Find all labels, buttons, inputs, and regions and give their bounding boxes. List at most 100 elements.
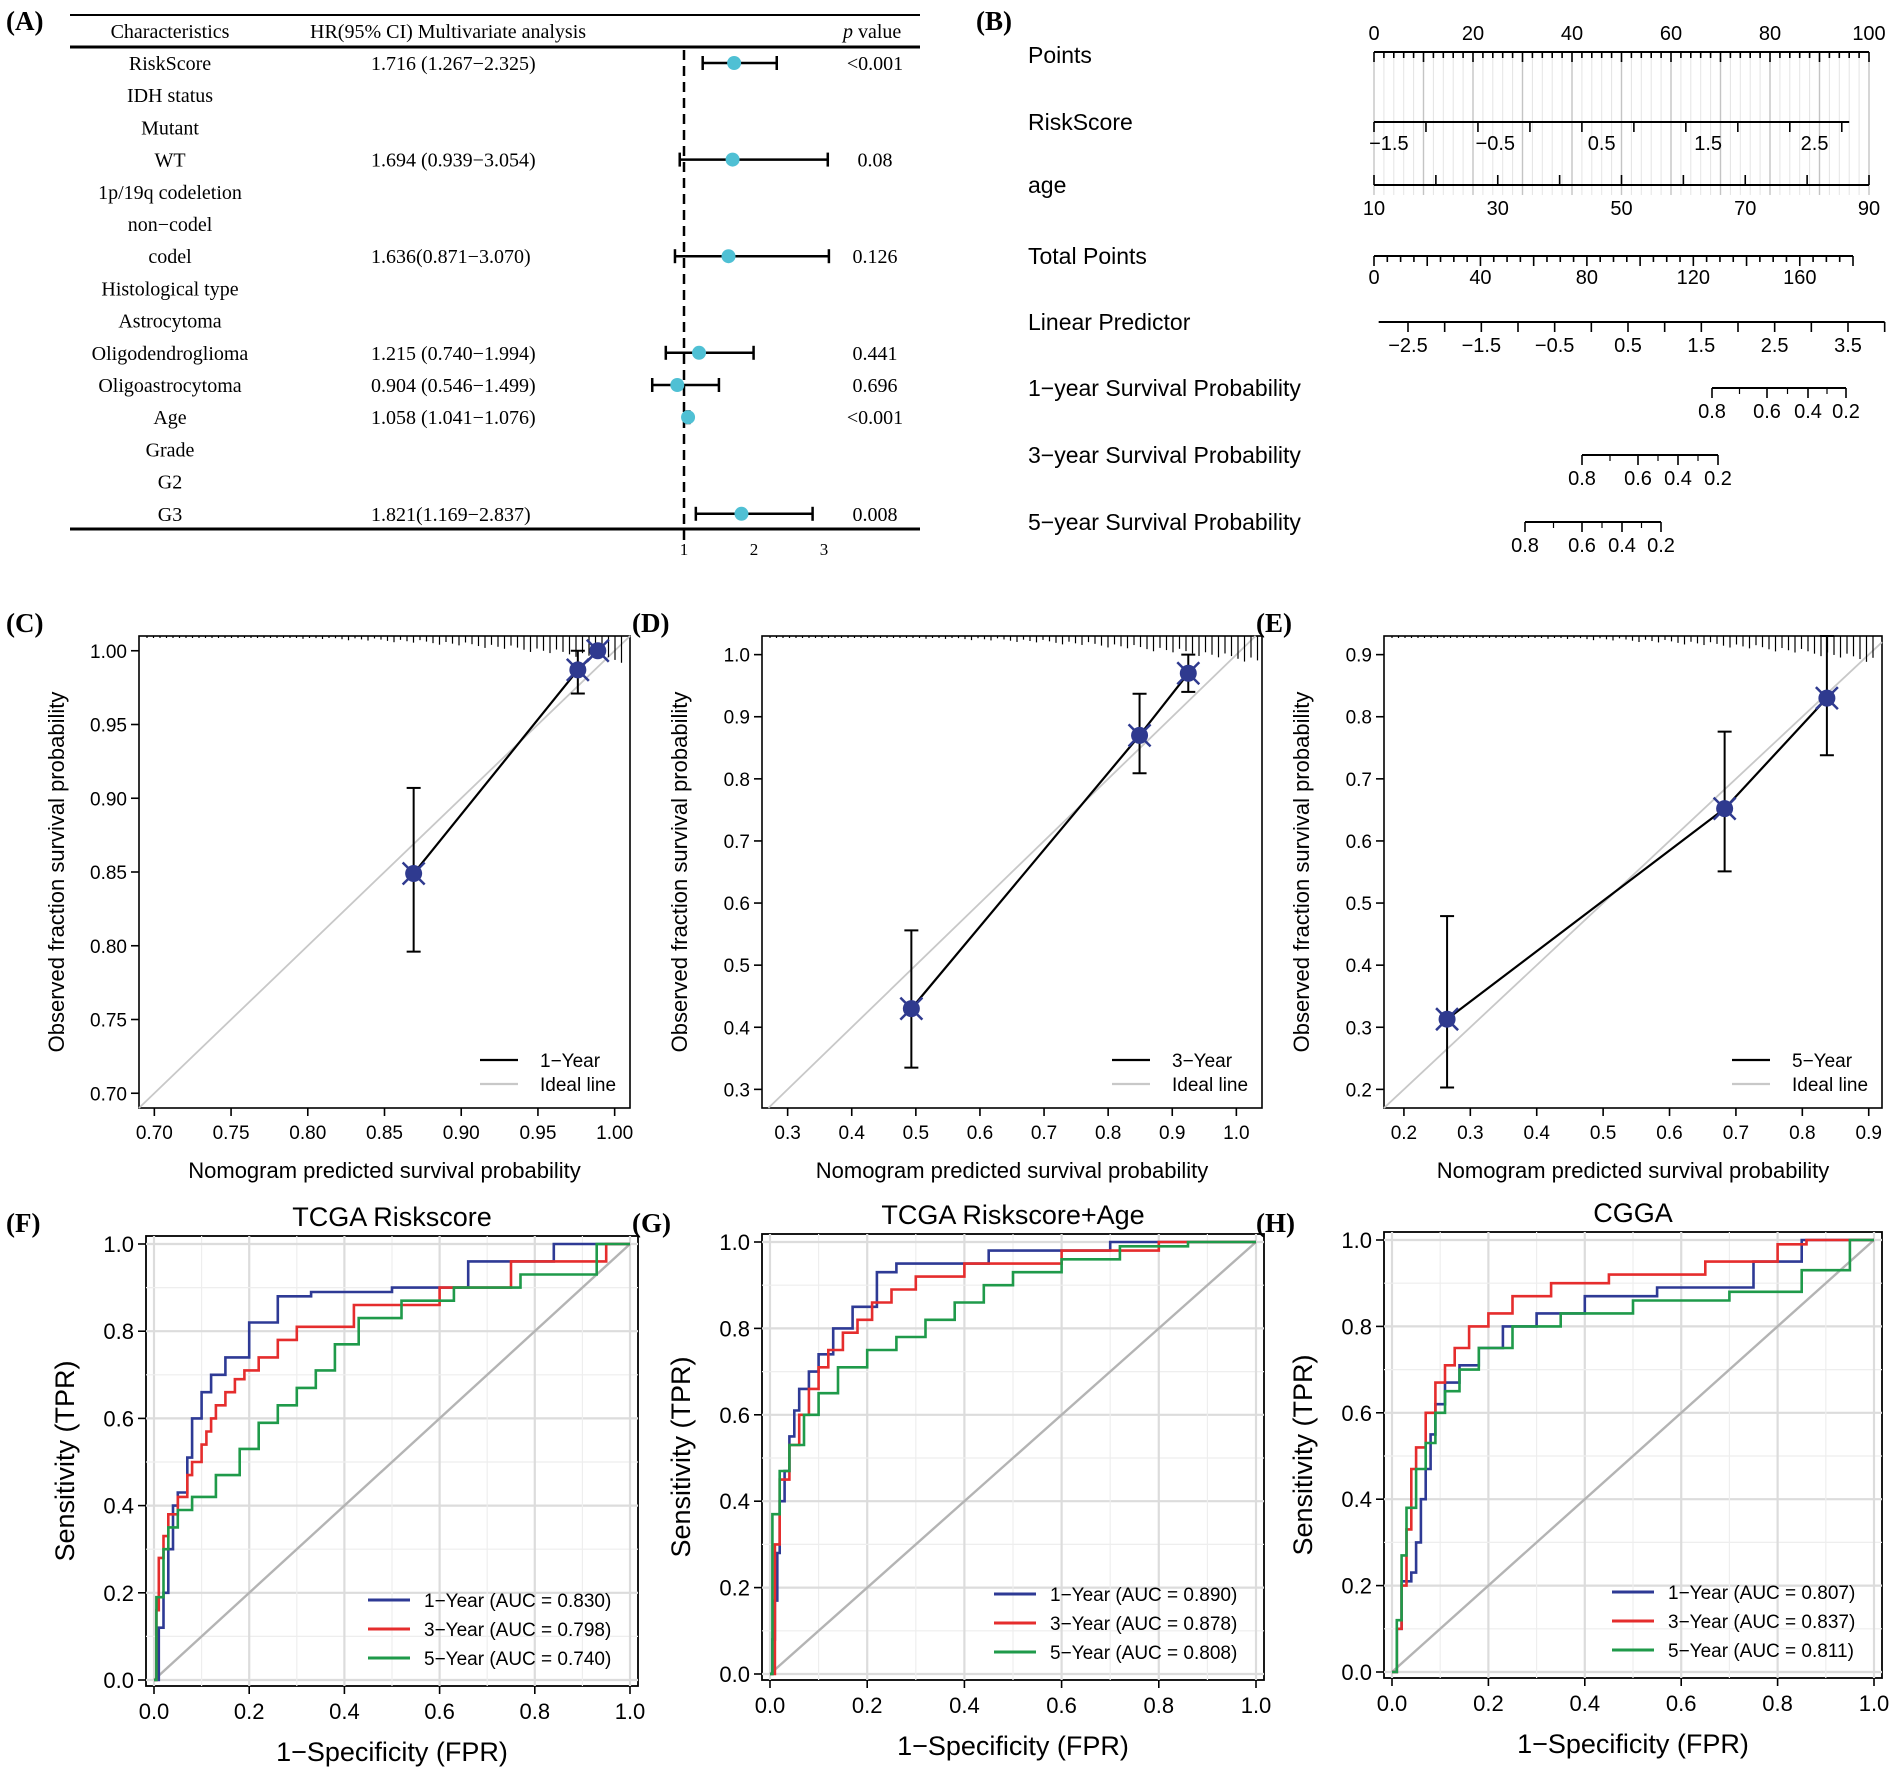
x-tick-label: 1.00 bbox=[596, 1123, 633, 1144]
x-axis-title: 1−Specificity (FPR) bbox=[276, 1737, 508, 1767]
x-tick-label: 0.0 bbox=[139, 1699, 170, 1724]
x-tick-label: 0.8 bbox=[520, 1699, 551, 1724]
y-tick-label: 0.2 bbox=[719, 1576, 750, 1601]
panel-label-c: (C) bbox=[6, 608, 43, 638]
forest-row-label: Oligoastrocytoma bbox=[98, 375, 241, 397]
x-tick-label: 0.8 bbox=[1762, 1691, 1793, 1716]
forest-x-tick: 3 bbox=[820, 540, 829, 559]
p-italic: p bbox=[841, 21, 853, 43]
forest-row-p: 0.441 bbox=[853, 343, 898, 365]
legend-label-ideal: Ideal line bbox=[1792, 1075, 1868, 1096]
x-tick-label: 1.0 bbox=[1241, 1693, 1272, 1718]
calibration-x-mark bbox=[401, 861, 426, 886]
y-tick-label: 0.8 bbox=[1346, 708, 1372, 729]
legend-label: 3−Year (AUC = 0.798) bbox=[424, 1620, 611, 1641]
forest-row-label: WT bbox=[154, 150, 185, 172]
y-tick-label: 0.4 bbox=[103, 1494, 134, 1519]
roc-curve bbox=[770, 1240, 1256, 1676]
y-tick-label: 0.2 bbox=[1341, 1574, 1372, 1599]
calibration-line bbox=[1138, 672, 1190, 737]
y-tick-label: 0.9 bbox=[724, 708, 750, 729]
forest-row-label: non−codel bbox=[128, 214, 213, 236]
forest-row-label: G2 bbox=[158, 472, 182, 494]
survival-tick-label: 0.8 bbox=[1511, 535, 1539, 557]
roc-curve bbox=[770, 1240, 1256, 1676]
y-axis-title: Observed fraction survival probability bbox=[44, 692, 69, 1053]
x-axis-title: Nomogram predicted survival probability bbox=[816, 1158, 1209, 1183]
forest-row-hr: 1.716 (1.267−2.325) bbox=[371, 53, 536, 75]
y-tick-label: 0.8 bbox=[724, 770, 750, 791]
points-tick-label: 20 bbox=[1462, 23, 1484, 45]
column-header-hr: HR(95% CI) Multivariate analysis bbox=[310, 21, 586, 43]
x-tick-label: 0.4 bbox=[839, 1123, 866, 1144]
y-axis-title: Sensitivity (TPR) bbox=[50, 1360, 80, 1561]
panel-label-b: (B) bbox=[976, 6, 1012, 36]
legend-label: 5−Year (AUC = 0.811) bbox=[1668, 1641, 1854, 1662]
legend-label-ideal: Ideal line bbox=[1172, 1075, 1248, 1096]
hr-point bbox=[721, 249, 736, 264]
calibration-x-mark bbox=[1176, 661, 1201, 686]
y-tick-label: 0.6 bbox=[1341, 1401, 1372, 1426]
calibration-x-mark bbox=[585, 638, 610, 663]
roc-curve bbox=[154, 1242, 630, 1682]
forest-row-p: 0.696 bbox=[853, 375, 898, 397]
nomogram-row-label: Linear Predictor bbox=[1028, 309, 1191, 335]
age-tick-label: 50 bbox=[1610, 198, 1632, 220]
survival-tick-label: 0.8 bbox=[1568, 468, 1596, 490]
forest-x-tick: 1 bbox=[680, 540, 689, 559]
nomogram-row-label: Points bbox=[1028, 42, 1092, 68]
y-tick-label: 0.0 bbox=[719, 1662, 750, 1687]
y-tick-label: 1.0 bbox=[1341, 1228, 1372, 1253]
calibration-panel-c: (C) 0.70 0.75 0.80 0.85 0.90 0.95 1.00 0.70 0.75 0… bbox=[6, 608, 633, 1183]
x-tick-label: 0.8 bbox=[1144, 1693, 1175, 1718]
x-tick-label: 0.7 bbox=[1031, 1123, 1057, 1144]
y-axis-title: Observed fraction survival probability bbox=[667, 692, 692, 1053]
forest-row-label: Oligodendroglioma bbox=[92, 343, 249, 365]
y-axis-title: Observed fraction survival probability bbox=[1289, 692, 1314, 1053]
y-tick-label: 0.2 bbox=[1346, 1080, 1372, 1101]
linear-predictor-tick-label: −2.5 bbox=[1388, 335, 1427, 357]
roc-panel-g: (G) TCGA Riskscore+Age 0.00.0 0.2 0.2 0.4 0.4 0… bbox=[632, 1200, 1271, 1761]
x-tick-label: 0.95 bbox=[519, 1123, 556, 1144]
x-tick-label: 0.9 bbox=[1856, 1123, 1882, 1144]
panel-label-g: (G) bbox=[632, 1208, 671, 1238]
age-tick-label: 70 bbox=[1734, 198, 1756, 220]
calibration-x-mark bbox=[1712, 796, 1737, 821]
calibration-line bbox=[412, 669, 579, 875]
calibration-line bbox=[1723, 697, 1828, 810]
forest-row-hr: 1.058 (1.041−1.076) bbox=[371, 407, 536, 429]
y-tick-label: 1.0 bbox=[103, 1232, 134, 1257]
x-tick-label: 1.0 bbox=[615, 1699, 646, 1724]
linear-predictor-tick-label: 0.5 bbox=[1614, 335, 1642, 357]
legend-label-model: 1−Year bbox=[540, 1051, 601, 1072]
chance-diagonal bbox=[153, 1243, 631, 1681]
forest-row-p: <0.001 bbox=[847, 407, 903, 429]
x-tick-label: 0.2 bbox=[852, 1693, 883, 1718]
chart-title: TCGA Riskscore bbox=[292, 1202, 492, 1232]
forest-x-tick: 2 bbox=[750, 540, 759, 559]
y-tick-label: 0.6 bbox=[719, 1403, 750, 1428]
hr-point bbox=[734, 506, 749, 521]
x-tick-label: 0.3 bbox=[1457, 1123, 1483, 1144]
y-tick-label: 0.8 bbox=[103, 1319, 134, 1344]
riskscore-tick-label: −0.5 bbox=[1476, 133, 1515, 155]
column-header-p-value: p value bbox=[841, 21, 901, 43]
x-tick-label: 0.8 bbox=[1789, 1123, 1815, 1144]
x-axis-title: 1−Specificity (FPR) bbox=[1517, 1729, 1749, 1759]
linear-predictor-tick-label: −1.5 bbox=[1462, 335, 1501, 357]
points-tick-label: 60 bbox=[1660, 23, 1682, 45]
hr-point bbox=[692, 345, 707, 360]
x-tick-label: 0.0 bbox=[1377, 1691, 1408, 1716]
nomogram-panel: (B) Points RiskScore age Total Points Linear … bbox=[976, 6, 1886, 557]
forest-row-hr: 1.694 (0.939−3.054) bbox=[371, 150, 536, 172]
calibration-x-mark bbox=[899, 996, 924, 1021]
x-axis-title: Nomogram predicted survival probability bbox=[188, 1158, 581, 1183]
calibration-panel-e: (E) 0.2 0.3 0.4 0.5 0.6 0.7 0.8 0.9 0.2 0.3 0.4 0.5 0… bbox=[1256, 608, 1883, 1183]
y-tick-label: 0.7 bbox=[1346, 770, 1372, 791]
legend-label: 3−Year (AUC = 0.878) bbox=[1050, 1614, 1237, 1635]
chance-diagonal bbox=[769, 1241, 1257, 1675]
calibration-line bbox=[1446, 807, 1726, 1021]
roc-curve bbox=[770, 1240, 1256, 1676]
legend-label: 3−Year (AUC = 0.837) bbox=[1668, 1612, 1855, 1633]
x-tick-label: 0.6 bbox=[1666, 1691, 1697, 1716]
